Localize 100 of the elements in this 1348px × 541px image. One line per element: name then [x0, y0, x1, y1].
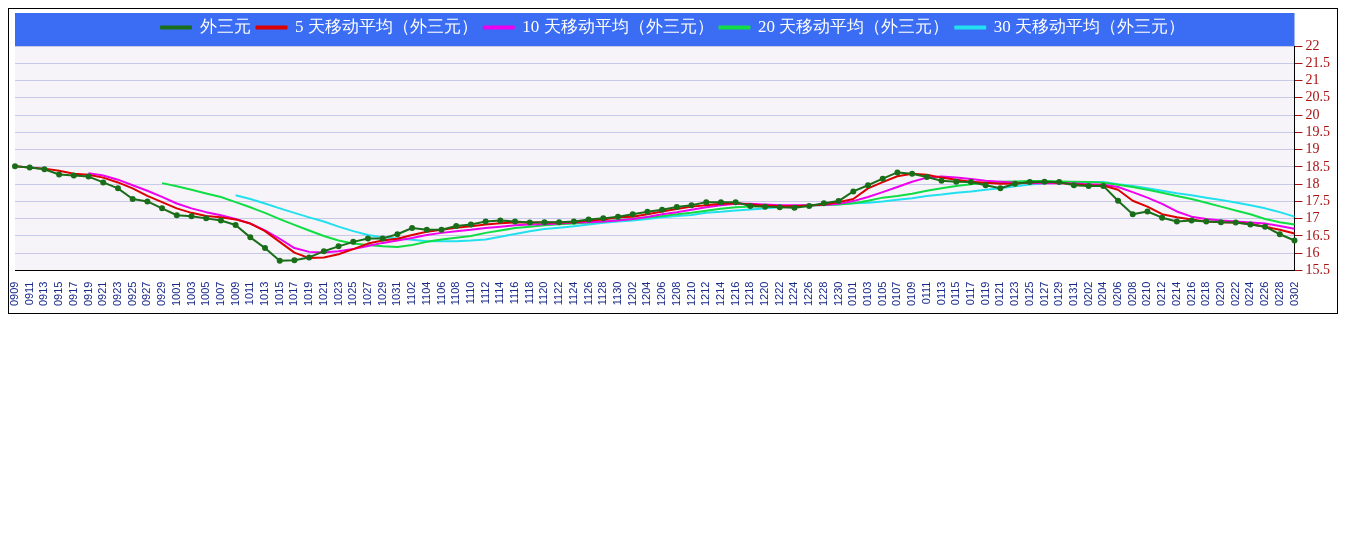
x-tick-label: 0925 [125, 281, 138, 307]
x-tick-label: 1023 [331, 281, 344, 307]
x-tick-label: 1226 [802, 281, 815, 307]
y-tick-label: 21 [1305, 72, 1320, 88]
x-tick-label: 0214 [1169, 281, 1182, 307]
y-tick-label: 18.5 [1305, 158, 1330, 174]
x-tick-label: 1130 [611, 281, 624, 306]
x-tick-label: 0123 [1008, 281, 1021, 307]
x-tick-label: 0909 [8, 281, 21, 307]
x-tick-label: 0121 [993, 281, 1006, 307]
x-tick-label: 1116 [508, 281, 521, 305]
x-tick-label: 1025 [346, 281, 359, 307]
x-tick-label: 1015 [272, 281, 285, 307]
x-tick-label: 0216 [1184, 281, 1197, 307]
x-tick-label: 1222 [772, 281, 785, 307]
x-tick-label: 0107 [890, 281, 903, 307]
x-tick-label: 0915 [52, 281, 65, 307]
x-tick-label: 0911 [22, 281, 35, 306]
y-tick-label: 16 [1305, 244, 1320, 260]
x-tick-label: 0202 [1081, 281, 1094, 307]
y-tick-label: 18 [1305, 175, 1320, 191]
x-tick-label: 1214 [713, 281, 726, 307]
x-tick-label: 0109 [905, 281, 918, 307]
x-tick-label: 1102 [405, 281, 418, 306]
x-tick-label: 1206 [655, 281, 668, 307]
x-tick-label: 0302 [1287, 281, 1300, 307]
x-tick-label: 1124 [566, 281, 579, 306]
x-tick-label: 1019 [302, 281, 315, 307]
x-tick-label: 0923 [110, 281, 123, 307]
x-tick-label: 1118 [522, 281, 535, 305]
y-tick-label: 17.5 [1305, 193, 1330, 209]
x-tick-label: 1007 [213, 281, 226, 307]
x-tick-label: 0218 [1199, 281, 1212, 307]
x-tick-label: 0220 [1214, 281, 1226, 307]
x-tick-label: 0117 [963, 281, 976, 306]
x-tick-label: 0224 [1243, 281, 1256, 307]
x-tick-label: 1230 [831, 281, 844, 307]
x-tick-label: 1114 [493, 281, 506, 305]
legend-label: 外三元 [199, 16, 251, 36]
x-tick-label: 1122 [552, 281, 565, 306]
x-tick-label: 1017 [287, 281, 300, 307]
x-tick-label: 0919 [81, 281, 94, 307]
x-tick-label: 1009 [228, 281, 241, 307]
x-tick-label: 1110 [463, 281, 476, 305]
x-tick-label: 0208 [1125, 281, 1138, 307]
x-tick-label: 1005 [199, 281, 212, 307]
x-tick-label: 1126 [581, 281, 594, 306]
x-tick-label: 0127 [1037, 281, 1050, 307]
x-tick-label: 1128 [596, 281, 609, 306]
y-tick-label: 15.5 [1305, 262, 1330, 278]
x-tick-label: 1228 [816, 281, 829, 307]
x-tick-label: 1216 [728, 281, 741, 307]
x-tick-label: 0125 [1022, 281, 1035, 307]
legend-label: 20 天移动平均（外三元） [758, 16, 950, 36]
x-tick-label: 1208 [669, 281, 682, 307]
x-tick-label: 0927 [140, 281, 153, 307]
x-tick-label: 0921 [96, 281, 109, 307]
x-tick-label: 1104 [419, 281, 432, 306]
x-tick-label: 0101 [846, 281, 859, 307]
y-tick-label: 22 [1305, 37, 1320, 53]
x-tick-label: 1013 [258, 281, 271, 307]
x-tick-label: 1027 [361, 281, 373, 307]
x-tick-label: 1202 [625, 281, 638, 307]
y-tick-label: 21.5 [1305, 54, 1330, 70]
x-tick-label: 0222 [1228, 281, 1241, 307]
x-tick-label: 1029 [375, 281, 388, 307]
legend-label: 30 天移动平均（外三元） [993, 16, 1185, 36]
x-tick-label: 0917 [66, 281, 79, 307]
x-tick-label: 1001 [169, 281, 182, 307]
x-tick-label: 0111 [919, 281, 932, 305]
x-tick-label: 0103 [861, 281, 874, 307]
x-tick-label: 0929 [155, 281, 168, 307]
y-tick-label: 17 [1305, 210, 1320, 226]
x-tick-label: 0115 [949, 281, 962, 306]
x-tick-label: 1120 [537, 281, 550, 306]
x-tick-label: 0206 [1111, 281, 1124, 307]
x-tick-label: 0113 [934, 281, 947, 306]
x-tick-label: 1021 [316, 281, 329, 307]
x-tick-label: 1218 [743, 281, 756, 307]
x-tick-label: 0210 [1140, 281, 1153, 307]
x-tick-label: 0913 [37, 281, 50, 307]
x-tick-label: 1220 [758, 281, 771, 307]
y-tick-label: 20 [1305, 106, 1320, 122]
x-tick-label: 1031 [390, 281, 403, 307]
x-tick-label: 0129 [1052, 281, 1065, 307]
x-tick-label: 1224 [787, 281, 800, 307]
x-tick-label: 1106 [434, 281, 447, 306]
x-tick-label: 0212 [1155, 281, 1168, 307]
y-tick-label: 16.5 [1305, 227, 1330, 243]
x-tick-label: 1108 [449, 281, 462, 306]
x-tick-label: 0226 [1258, 281, 1271, 307]
x-tick-label: 1212 [699, 281, 712, 307]
x-tick-label: 1204 [640, 281, 653, 307]
y-tick-label: 19 [1305, 141, 1320, 157]
x-tick-label: 1112 [478, 281, 491, 305]
legend-label: 5 天移动平均（外三元） [295, 16, 478, 36]
x-tick-label: 0204 [1096, 281, 1109, 307]
x-tick-label: 0119 [978, 281, 991, 306]
x-tick-label: 0105 [875, 281, 888, 307]
x-tick-label: 0228 [1272, 281, 1285, 307]
